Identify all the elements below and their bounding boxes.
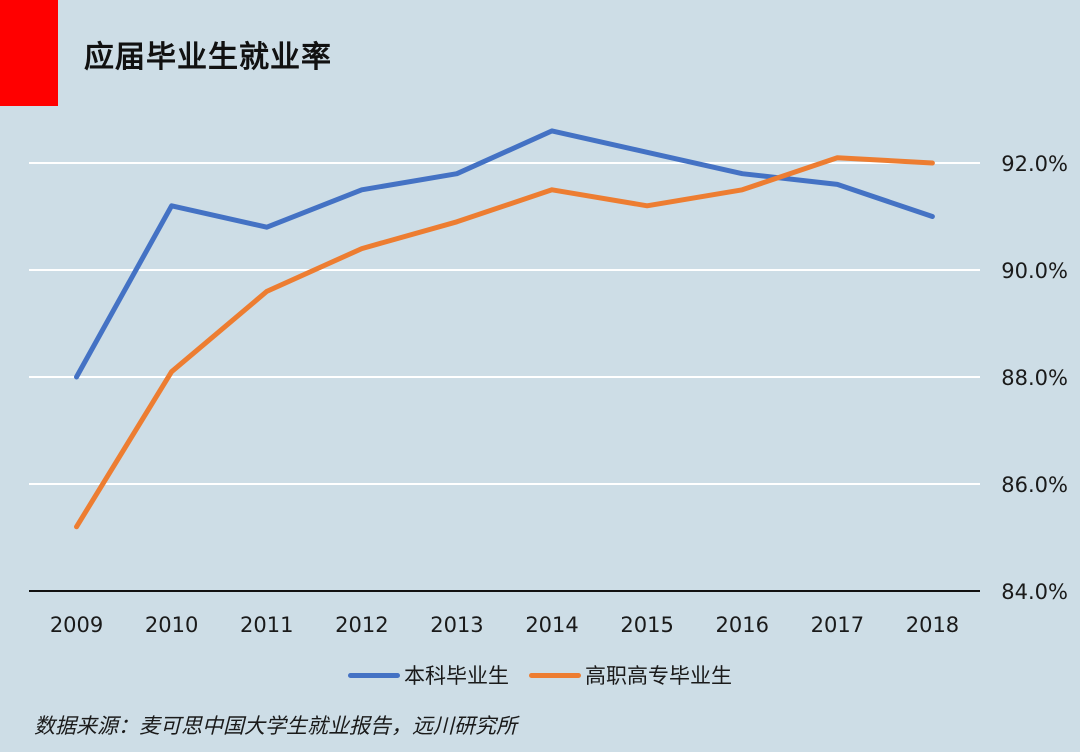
y-tick-label: 88.0% (1001, 366, 1068, 390)
x-tick-label: 2017 (811, 613, 864, 637)
legend-label-bachelor: 本科毕业生 (404, 664, 509, 688)
x-tick-labels: 2009 2010 2011 2012 2013 2014 2015 2016 2017 2018 (50, 613, 959, 637)
legend-swatch-bachelor (348, 672, 400, 678)
legend-label-vocational: 高职高专毕业生 (585, 664, 732, 688)
x-tick-label: 2014 (525, 613, 578, 637)
line-chart: 84.0%86.0%88.0%90.0%92.0% 2009 2010 2011 20… (29, 128, 1068, 637)
series-lines (74, 128, 935, 530)
title-accent-block (0, 0, 58, 106)
y-tick-label: 86.0% (1001, 473, 1068, 497)
y-tick-label: 90.0% (1001, 259, 1068, 283)
chart-title: 应届毕业生就业率 (84, 40, 332, 75)
legend: 本科毕业生 高职高专毕业生 (0, 660, 1080, 690)
y-tick-label: 84.0% (1001, 580, 1068, 604)
series-line-vocational (74, 155, 935, 530)
legend-item-vocational[interactable]: 高职高专毕业生 (529, 660, 732, 690)
x-tick-label: 2018 (906, 613, 959, 637)
legend-swatch-vocational (529, 672, 581, 678)
gridlines (29, 162, 980, 485)
x-tick-label: 2010 (145, 613, 198, 637)
y-tick-label: 92.0% (1001, 152, 1068, 176)
x-tick-label: 2012 (335, 613, 388, 637)
x-tick-label: 2011 (240, 613, 293, 637)
x-tick-label: 2009 (50, 613, 103, 637)
y-tick-labels: 84.0% 86.0% 88.0% 90.0% 92.0% (1001, 152, 1068, 604)
x-tick-label: 2015 (620, 613, 673, 637)
x-tick-label: 2013 (430, 613, 483, 637)
source-note: 数据来源：麦可思中国大学生就业报告，远川研究所 (34, 714, 517, 738)
x-tick-label: 2016 (716, 613, 769, 637)
legend-item-bachelor[interactable]: 本科毕业生 (348, 660, 509, 690)
series-line-bachelor (74, 128, 935, 380)
